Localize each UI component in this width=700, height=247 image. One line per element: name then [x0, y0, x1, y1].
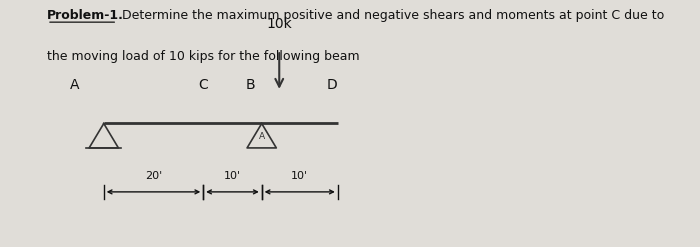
Text: D: D: [326, 78, 337, 92]
Text: A: A: [258, 132, 265, 142]
Text: C: C: [198, 78, 208, 92]
Text: 10': 10': [224, 171, 241, 181]
Text: 10k: 10k: [267, 17, 292, 31]
Text: Problem-1.: Problem-1.: [47, 9, 124, 22]
Text: 20': 20': [145, 171, 162, 181]
Text: B: B: [245, 78, 255, 92]
Text: A: A: [70, 78, 79, 92]
Text: the moving load of 10 kips for the following beam: the moving load of 10 kips for the follo…: [47, 50, 360, 63]
Text: Determine the maximum positive and negative shears and moments at point C due to: Determine the maximum positive and negat…: [118, 9, 664, 22]
Text: 10': 10': [291, 171, 308, 181]
